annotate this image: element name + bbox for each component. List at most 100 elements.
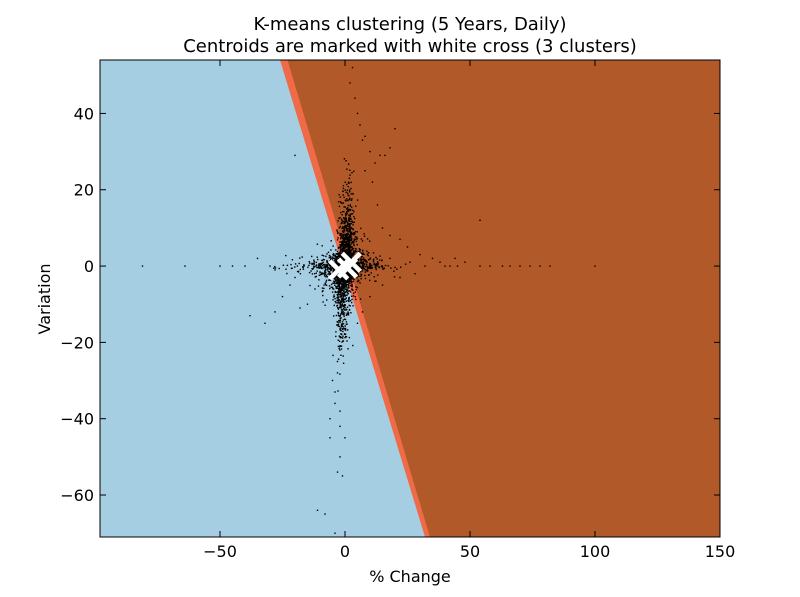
data-point <box>349 215 351 217</box>
data-point <box>348 298 350 301</box>
data-point <box>390 267 392 269</box>
data-point <box>352 224 354 226</box>
data-point <box>274 267 277 269</box>
data-point <box>326 253 328 255</box>
data-point <box>342 311 344 313</box>
data-point <box>343 280 346 282</box>
data-point <box>363 233 365 235</box>
data-point <box>341 249 343 252</box>
data-point <box>362 262 364 264</box>
data-point <box>315 275 317 278</box>
data-point <box>346 220 348 223</box>
data-point <box>299 307 301 309</box>
data-point <box>343 315 345 318</box>
data-point <box>352 252 354 254</box>
data-point <box>336 324 338 326</box>
data-point <box>337 311 339 314</box>
x-tick-label: 50 <box>460 542 480 561</box>
data-point <box>347 245 350 247</box>
data-point <box>316 270 318 272</box>
data-point <box>375 263 377 265</box>
data-point <box>364 258 366 261</box>
data-point <box>357 262 360 265</box>
data-point <box>331 267 333 269</box>
data-point <box>324 273 326 276</box>
data-point <box>340 277 342 280</box>
data-point <box>349 217 352 219</box>
data-point <box>501 265 504 267</box>
data-point <box>346 198 348 200</box>
data-point <box>359 271 362 273</box>
data-point <box>312 263 314 265</box>
data-point <box>389 147 391 149</box>
data-point <box>358 251 361 253</box>
data-point <box>343 231 345 234</box>
data-point <box>348 254 350 256</box>
data-point <box>335 277 337 279</box>
data-point <box>337 291 339 293</box>
data-point <box>372 252 375 254</box>
data-point <box>340 333 342 335</box>
data-point <box>350 236 352 239</box>
data-point <box>344 224 346 227</box>
data-point <box>340 283 343 285</box>
data-point <box>313 265 315 267</box>
data-point <box>339 250 342 253</box>
data-point <box>343 292 345 294</box>
data-point <box>337 339 339 341</box>
data-point <box>347 223 349 226</box>
data-point <box>354 230 357 233</box>
data-point <box>346 211 348 213</box>
data-point <box>344 291 346 294</box>
data-point <box>346 278 349 280</box>
data-point <box>372 259 375 261</box>
data-point <box>347 204 349 207</box>
data-point <box>340 298 343 300</box>
data-point <box>330 279 332 281</box>
data-point <box>393 270 395 272</box>
data-point <box>312 268 314 270</box>
data-point <box>322 264 324 266</box>
data-point <box>347 255 350 257</box>
data-point <box>342 237 344 240</box>
data-point <box>334 298 336 300</box>
data-point <box>302 268 305 270</box>
data-point <box>342 323 345 325</box>
data-point <box>322 294 324 297</box>
data-point <box>358 280 360 282</box>
data-point <box>348 282 350 284</box>
data-point <box>351 213 354 215</box>
data-point <box>310 270 312 272</box>
data-point <box>362 249 364 252</box>
data-point <box>349 189 351 191</box>
data-point <box>355 205 357 207</box>
data-point <box>340 301 343 303</box>
data-point <box>349 82 351 84</box>
data-point <box>347 281 349 284</box>
data-point <box>343 227 346 229</box>
data-point <box>368 274 370 276</box>
data-point <box>344 304 346 306</box>
data-point <box>311 268 313 270</box>
data-point <box>343 217 345 219</box>
data-point <box>344 189 346 191</box>
data-point <box>364 170 366 172</box>
data-point <box>341 303 343 305</box>
data-point <box>356 270 358 272</box>
data-point <box>249 315 251 317</box>
data-point <box>337 307 339 309</box>
data-point <box>285 254 287 257</box>
data-point <box>343 237 345 240</box>
data-point <box>360 273 363 276</box>
data-point <box>321 254 323 256</box>
data-point <box>361 258 364 261</box>
data-point <box>337 275 339 278</box>
data-point <box>318 263 320 265</box>
data-point <box>317 267 319 269</box>
data-point <box>351 268 353 270</box>
data-point <box>337 283 339 285</box>
data-point <box>355 270 357 272</box>
data-point <box>360 252 362 254</box>
data-point <box>351 276 353 278</box>
data-point <box>294 154 296 157</box>
